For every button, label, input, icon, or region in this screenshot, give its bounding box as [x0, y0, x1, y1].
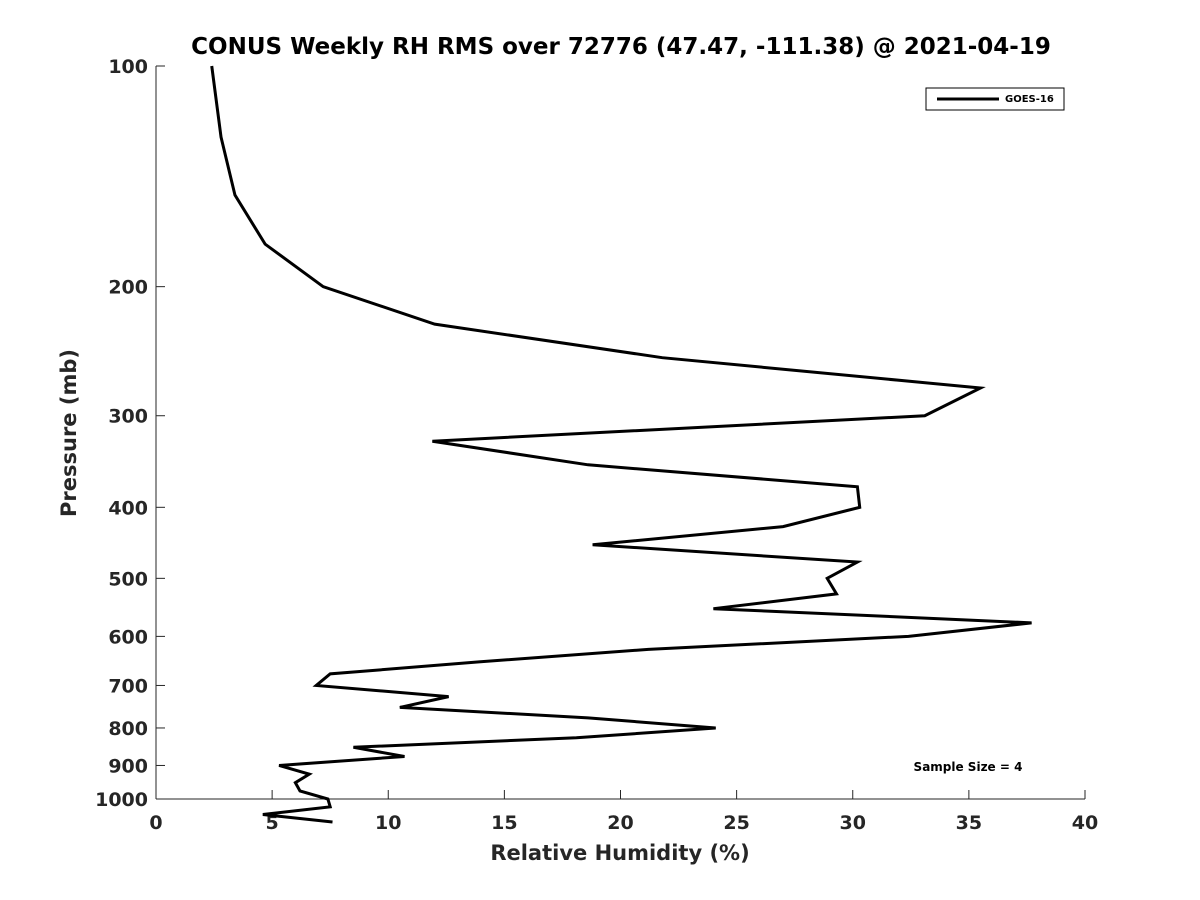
y-tick-label: 800 — [108, 718, 148, 740]
x-tick-label: 0 — [149, 812, 162, 834]
x-tick-label: 35 — [956, 812, 982, 834]
x-tick-label: 25 — [723, 812, 749, 834]
x-tick-label: 20 — [607, 812, 633, 834]
series-line-0 — [210, 65, 1032, 824]
y-tick-label: 500 — [108, 568, 148, 590]
y-tick-label: 100 — [108, 56, 148, 78]
tick-labels-layer: 0 5 10 15 20 25 30 35 40 100 200 300 400 500 600 700 800… — [95, 56, 1098, 834]
x-axis-label: Relative Humidity (%) — [490, 841, 749, 865]
y-axis-label: Pressure (mb) — [57, 349, 81, 517]
y-tick-label: 900 — [108, 755, 148, 777]
y-tick-label: 200 — [108, 277, 148, 299]
y-tick-label: 700 — [108, 675, 148, 697]
sample-size-annotation: Sample Size = 4 — [914, 760, 1023, 774]
x-tick-label: 5 — [266, 812, 279, 834]
x-tick-label: 40 — [1072, 812, 1098, 834]
ticks-layer — [155, 65, 1086, 800]
legend-label-goes-16: GOES-16 — [1005, 94, 1054, 105]
series-layer — [210, 65, 1032, 824]
y-tick-label: 400 — [108, 497, 148, 519]
y-tick-label: 1000 — [95, 789, 148, 811]
x-tick-label: 15 — [491, 812, 517, 834]
legend: GOES-16 — [925, 87, 1065, 111]
x-tick-label: 30 — [840, 812, 866, 834]
x-tick-label: 10 — [375, 812, 401, 834]
y-tick-label: 300 — [108, 406, 148, 428]
y-tick-label: 600 — [108, 626, 148, 648]
chart-title: CONUS Weekly RH RMS over 72776 (47.47, -… — [191, 34, 1051, 60]
